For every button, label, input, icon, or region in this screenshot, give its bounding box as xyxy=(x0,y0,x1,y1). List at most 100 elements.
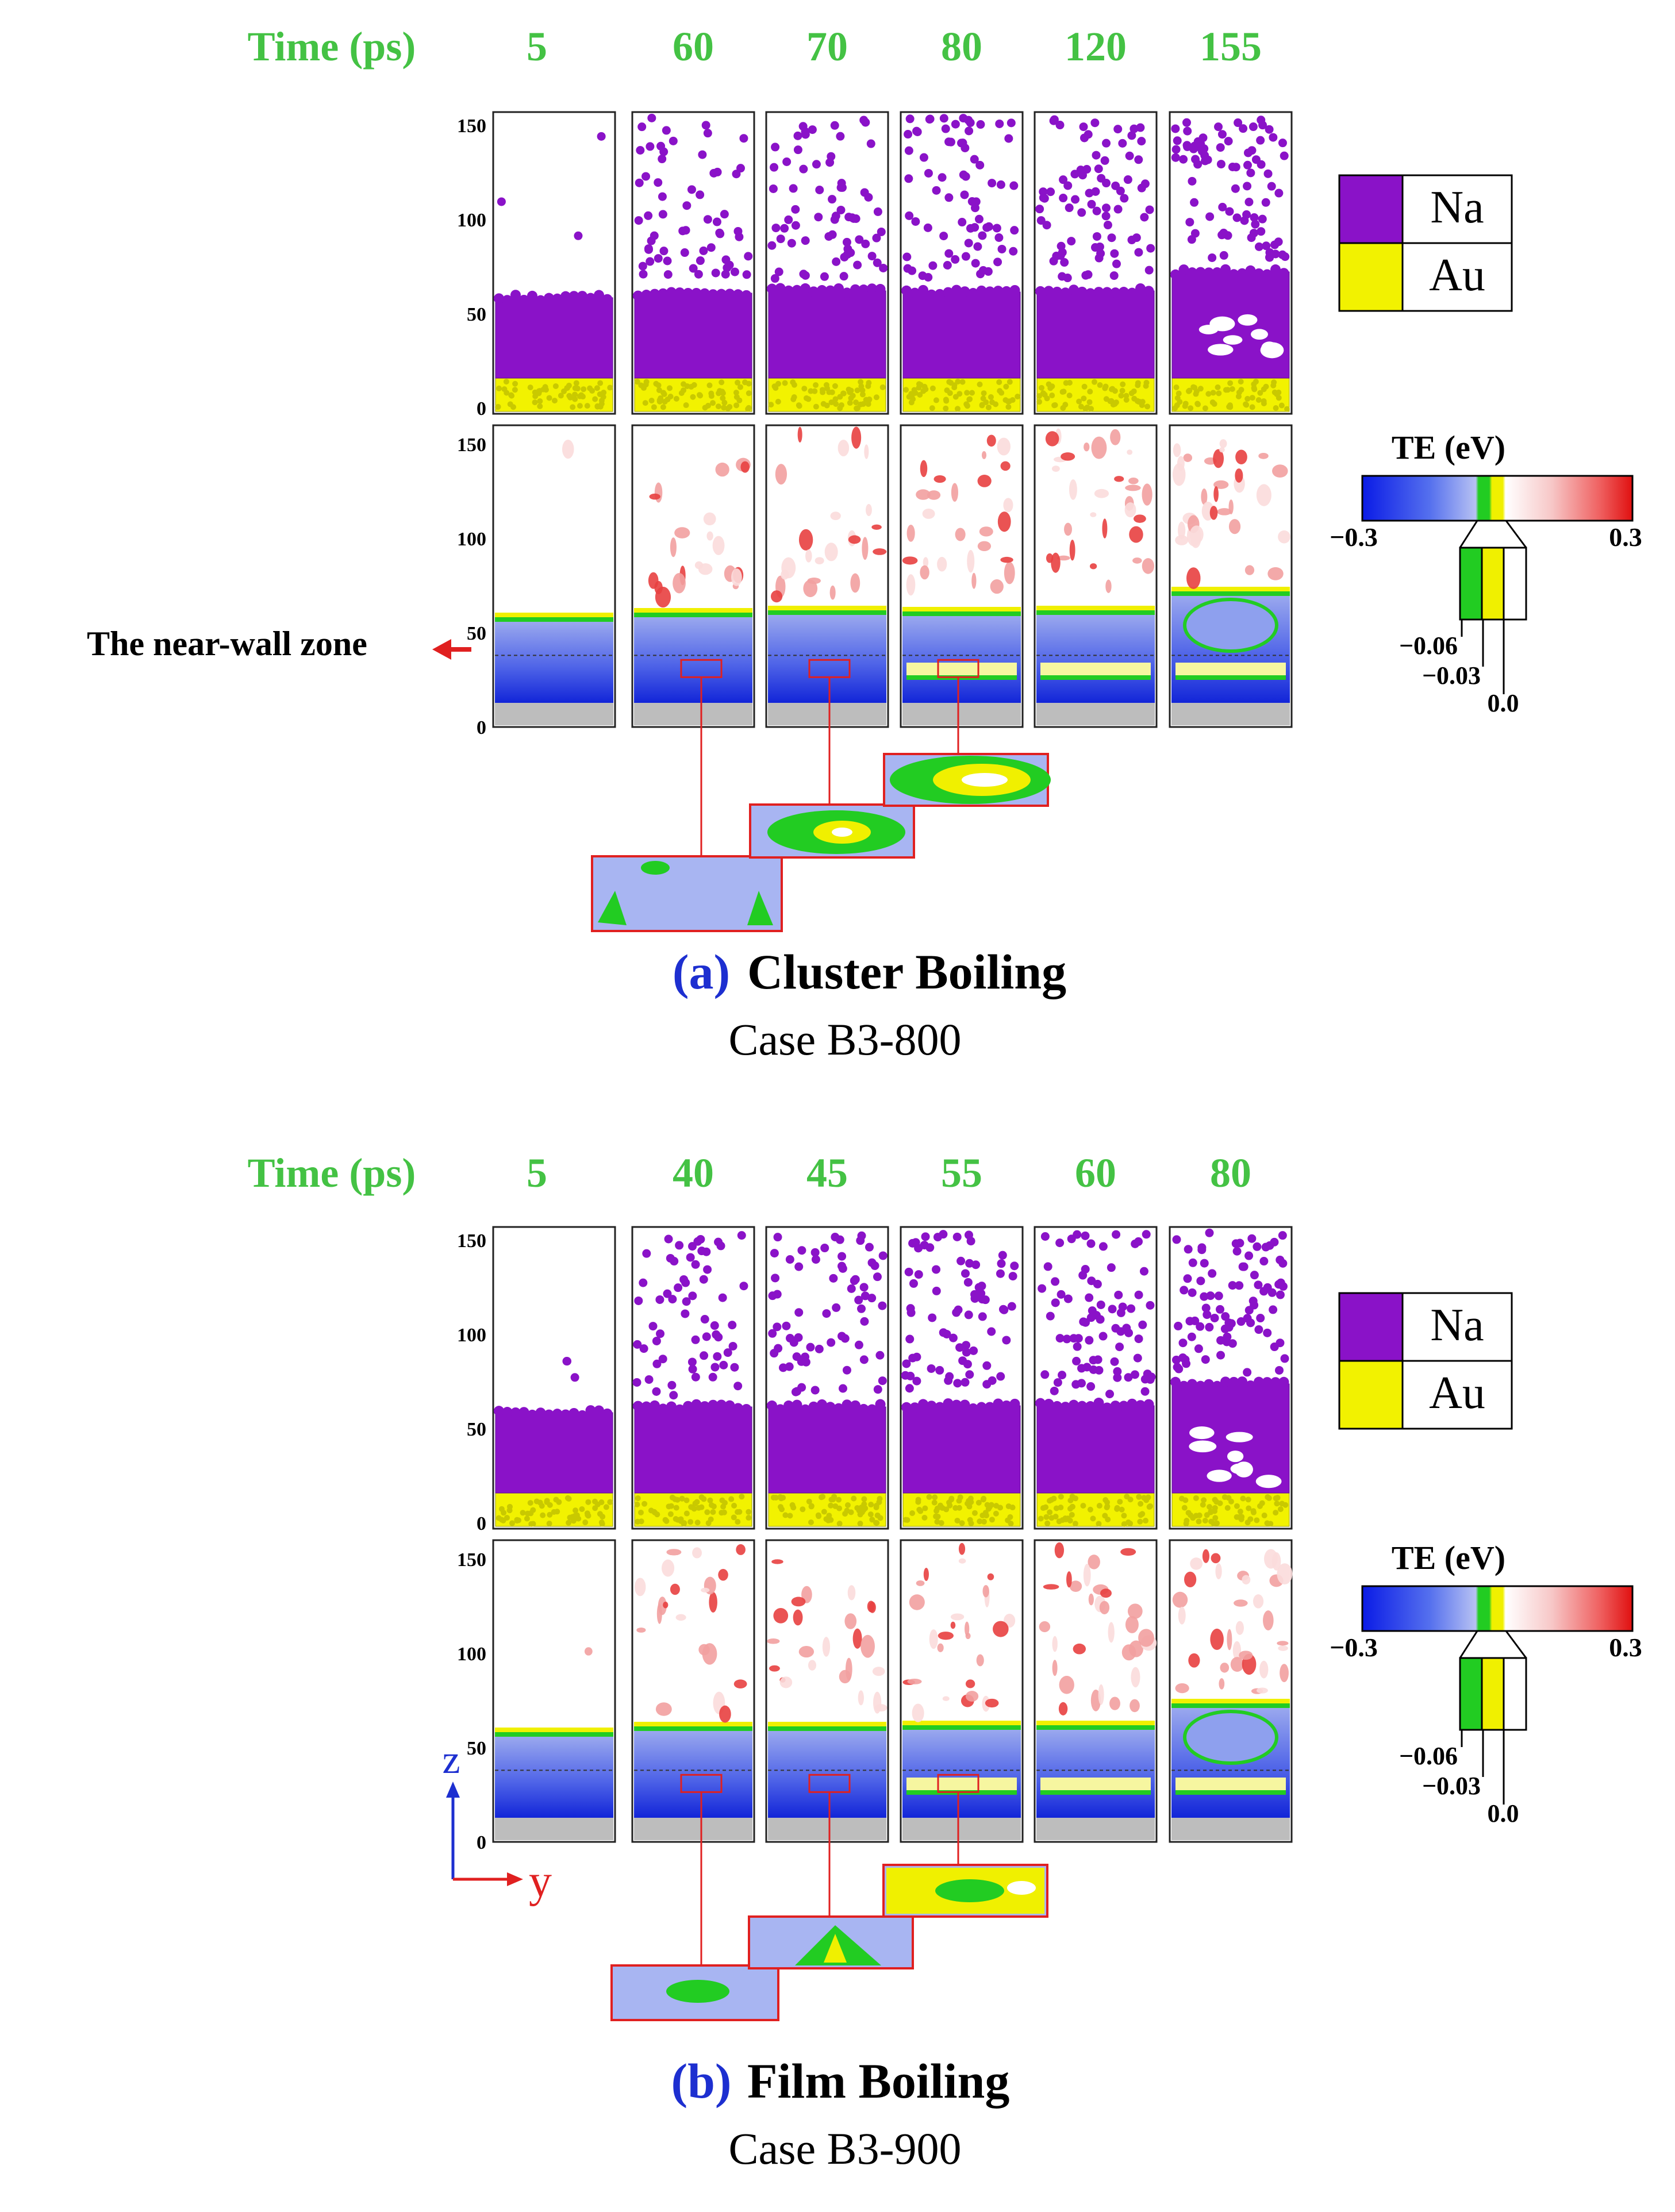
au-atom xyxy=(556,1499,562,1505)
au-atom xyxy=(982,1510,989,1516)
na-vapor-atom xyxy=(1205,1322,1214,1332)
au-atom xyxy=(988,394,994,400)
na-atom xyxy=(1001,1400,1012,1411)
hot-spot xyxy=(997,511,1011,532)
au-atom xyxy=(1271,379,1277,386)
au-atom xyxy=(989,1517,995,1523)
au-atom xyxy=(828,399,835,406)
na-atom xyxy=(1220,264,1231,275)
au-atom xyxy=(1196,1518,1202,1525)
na-atom xyxy=(1278,268,1289,279)
au-atom xyxy=(1186,387,1193,394)
na-liquid-layer xyxy=(1036,290,1155,379)
na-vapor-atom xyxy=(904,1267,913,1276)
na-vapor-atom xyxy=(773,1322,782,1332)
na-atom xyxy=(985,1402,995,1413)
na-vapor-atom xyxy=(721,270,730,279)
hot-spot xyxy=(694,561,704,570)
te-zoom-yellow xyxy=(1481,547,1505,621)
au-atom xyxy=(1119,1506,1125,1513)
na-liquid-layer xyxy=(495,297,613,379)
au-atom xyxy=(825,1517,831,1524)
na-vapor-atom xyxy=(1205,1228,1214,1237)
na-vapor-atom xyxy=(1113,205,1123,214)
na-atom xyxy=(833,1403,844,1414)
hot-spot xyxy=(838,440,850,457)
na-vapor-atom xyxy=(648,1322,658,1331)
na-vapor-atom xyxy=(639,270,648,279)
na-vapor-atom xyxy=(1278,250,1287,259)
hot-spot xyxy=(770,590,783,603)
na-vapor-atom xyxy=(836,205,846,214)
na-vapor-atom xyxy=(865,1242,874,1252)
au-atom xyxy=(546,1520,552,1526)
na-vapor-atom xyxy=(744,252,753,261)
na-vapor-atom xyxy=(1102,139,1111,148)
hot-spot xyxy=(942,1696,950,1701)
na-vapor-atom xyxy=(793,131,802,140)
na-vapor-atom xyxy=(1216,143,1225,152)
na-vapor-atom xyxy=(768,1329,777,1338)
au-atom xyxy=(876,1499,882,1505)
au-atom xyxy=(558,393,564,399)
case-label: Case B3-900 xyxy=(728,2123,961,2173)
te-contour-55 xyxy=(900,1539,1024,1843)
na-vapor-atom xyxy=(859,116,869,125)
au-atom xyxy=(731,1502,737,1509)
te-contour-40 xyxy=(631,1539,755,1843)
au-atom xyxy=(537,398,543,404)
na-vapor-atom xyxy=(963,1278,973,1287)
au-atom xyxy=(1096,1521,1102,1527)
na-vapor-atom xyxy=(1188,176,1197,186)
na-vapor-atom xyxy=(971,259,980,268)
au-atom xyxy=(779,1506,785,1513)
au-atom xyxy=(1038,1515,1044,1522)
na-vapor-atom xyxy=(1198,133,1208,143)
na-vapor-atom xyxy=(964,1230,973,1240)
au-atom xyxy=(1048,1515,1055,1521)
au-atom xyxy=(739,1494,745,1500)
au-atom xyxy=(1147,1503,1154,1509)
na-atom xyxy=(1001,286,1012,297)
na-vapor-atom xyxy=(497,197,506,206)
na-atom xyxy=(926,289,937,300)
na-vapor-atom xyxy=(964,238,973,248)
na-vapor-atom xyxy=(1178,1338,1188,1348)
hot-spot xyxy=(1259,1660,1269,1679)
hot-spot xyxy=(1000,461,1011,471)
na-vapor-atom xyxy=(1140,1387,1150,1396)
au-atom xyxy=(585,1512,591,1518)
na-vapor-atom xyxy=(1278,1231,1287,1240)
au-atom xyxy=(573,380,579,386)
na-vapor-atom xyxy=(1043,1262,1052,1271)
au-atom xyxy=(635,1495,641,1501)
na-atom xyxy=(650,288,660,299)
na-vapor-atom xyxy=(773,1233,782,1242)
hot-spot xyxy=(1186,567,1201,589)
na-vapor-atom xyxy=(678,226,687,236)
hot-spot xyxy=(1235,1621,1244,1635)
na-vapor-atom xyxy=(824,232,833,241)
na-vapor-atom xyxy=(1274,237,1283,247)
na-vapor-atom xyxy=(658,210,667,219)
na-vapor-atom xyxy=(932,1265,941,1274)
au-atom xyxy=(1062,402,1069,408)
au-atom xyxy=(996,379,1002,385)
na-atom xyxy=(935,288,945,299)
au-atom xyxy=(847,400,853,406)
au-atom xyxy=(735,379,741,386)
au-atom xyxy=(981,1495,987,1502)
au-atom xyxy=(1261,386,1267,393)
na-vapor-atom xyxy=(699,1275,708,1284)
au-atom xyxy=(969,390,975,396)
na-atom xyxy=(792,284,802,295)
na-vapor-atom xyxy=(970,1290,979,1299)
na-vapor-atom xyxy=(1112,1230,1121,1239)
na-atom xyxy=(1212,267,1223,278)
na-vapor-atom xyxy=(1110,249,1119,258)
au-atom xyxy=(874,1512,881,1518)
au-atom xyxy=(527,384,533,391)
hot-spot xyxy=(1211,1553,1221,1564)
hot-spot xyxy=(1110,429,1121,445)
na-vapor-atom xyxy=(1131,1239,1140,1248)
